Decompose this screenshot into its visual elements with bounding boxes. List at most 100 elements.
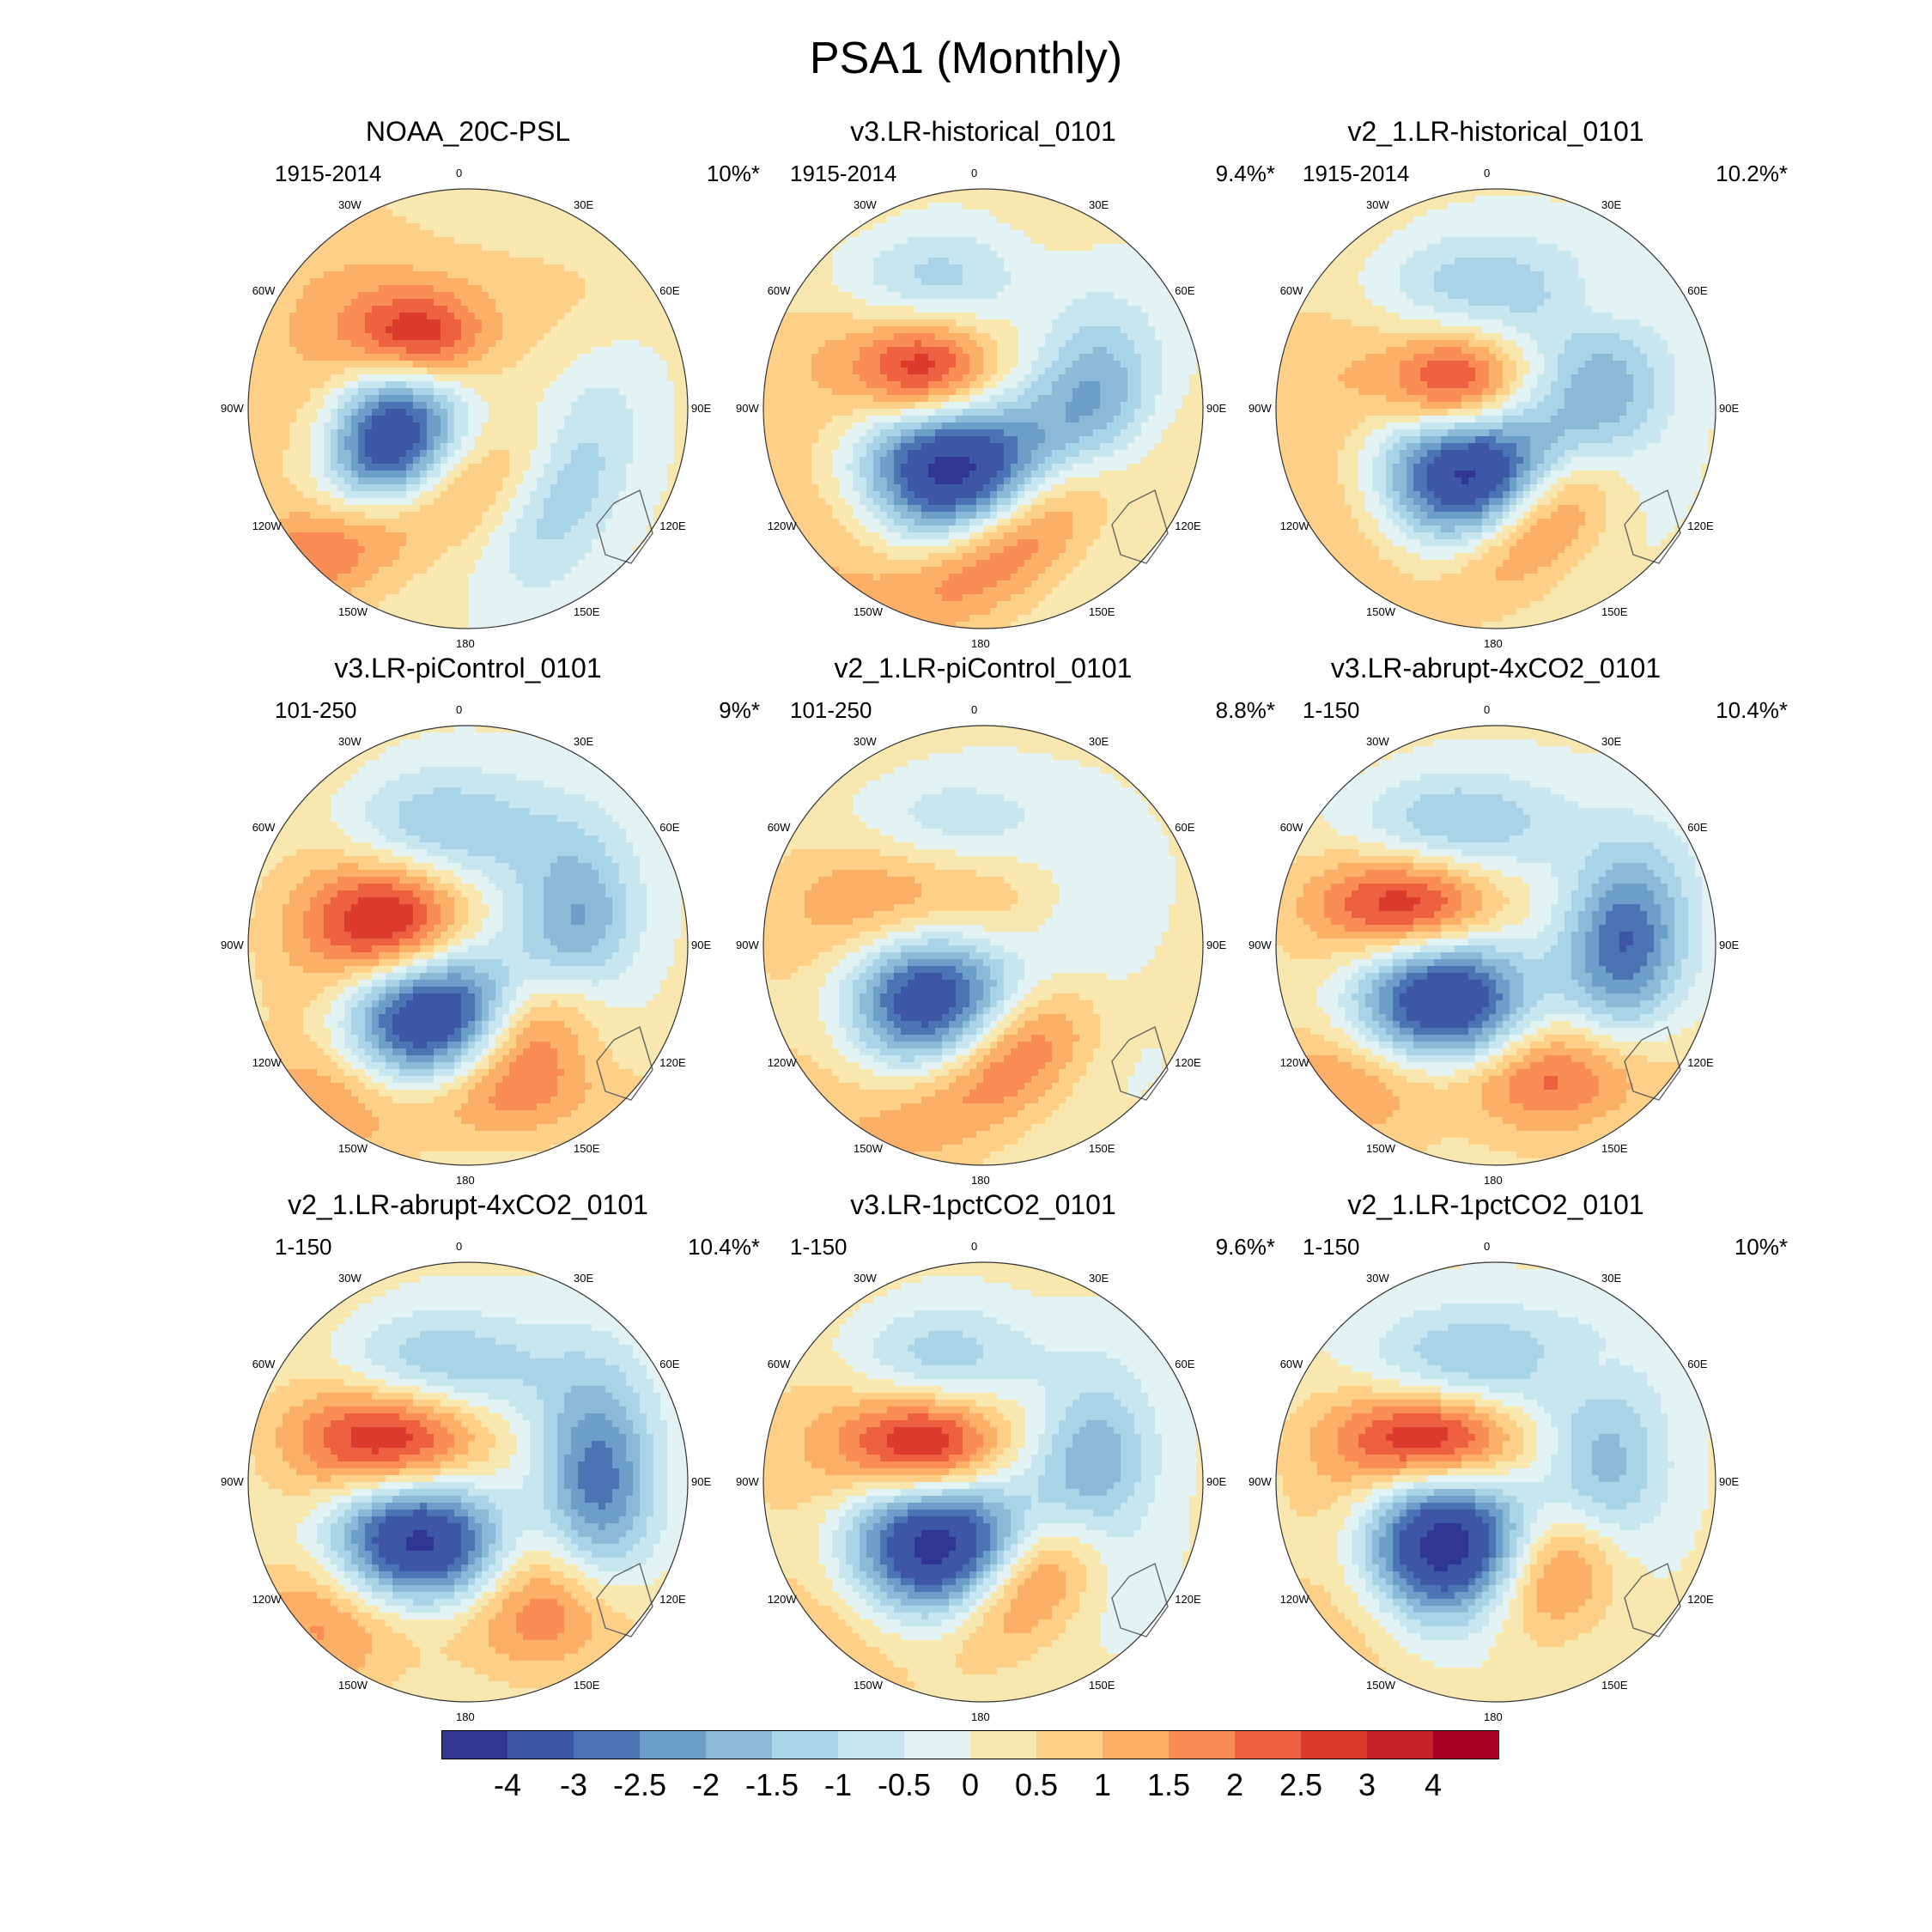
longitude-label: 30W bbox=[338, 1272, 361, 1285]
polar-map bbox=[762, 725, 1204, 1166]
longitude-label: 30E bbox=[1601, 198, 1621, 211]
longitude-label: 120E bbox=[1175, 1593, 1200, 1606]
map-boundary bbox=[762, 1261, 1204, 1703]
longitude-label: 90W bbox=[1249, 402, 1272, 415]
longitude-label: 120E bbox=[659, 1593, 685, 1606]
coastline bbox=[1111, 1563, 1169, 1637]
longitude-label: 150W bbox=[1366, 1142, 1395, 1155]
longitude-label: 0 bbox=[456, 1240, 462, 1253]
longitude-label: 120E bbox=[659, 1056, 685, 1069]
coastline bbox=[1624, 1563, 1681, 1637]
longitude-label: 120W bbox=[768, 519, 797, 532]
longitude-label: 150E bbox=[1601, 605, 1627, 618]
colorbar-tick-label: 2.5 bbox=[1279, 1767, 1322, 1803]
panel-period: 101-250 bbox=[275, 697, 356, 724]
longitude-label: 60E bbox=[659, 1358, 679, 1370]
longitude-label: 120W bbox=[1280, 1056, 1309, 1069]
map-panel: v3.LR-piControl_0101 101-250 9%* 0 30E 60E 90E… bbox=[210, 653, 811, 1187]
colorbar-tick-label: 1 bbox=[1094, 1767, 1111, 1803]
longitude-label: 180 bbox=[456, 1174, 475, 1187]
map-panel: v3.LR-1pctCO2_0101 1-150 9.6%* 0 30E 60E 90E 12… bbox=[726, 1189, 1327, 1723]
contour-field bbox=[763, 726, 1203, 1165]
longitude-label: 60W bbox=[768, 1358, 791, 1370]
colorbar-swatch bbox=[1235, 1730, 1302, 1759]
longitude-label: 0 bbox=[1484, 703, 1490, 716]
longitude-label: 30E bbox=[1601, 1272, 1621, 1285]
longitude-label: 120W bbox=[1280, 519, 1309, 532]
longitude-label: 60E bbox=[659, 821, 679, 834]
longitude-label: 150E bbox=[1089, 1679, 1115, 1692]
colorbar-swatch bbox=[441, 1730, 508, 1759]
panel-title: v3.LR-piControl_0101 bbox=[210, 653, 726, 684]
colorbar-tick-label: -2 bbox=[692, 1767, 720, 1803]
contour-field bbox=[763, 1262, 1203, 1702]
coastline bbox=[1624, 489, 1681, 564]
colorbar-swatch bbox=[507, 1730, 574, 1759]
colorbar-tick-label: 4 bbox=[1425, 1767, 1442, 1803]
longitude-label: 180 bbox=[456, 1710, 475, 1723]
panel-title: v2_1.LR-piControl_0101 bbox=[726, 653, 1241, 684]
longitude-label: 60E bbox=[1175, 1358, 1194, 1370]
panel-title: v3.LR-abrupt-4xCO2_0101 bbox=[1238, 653, 1753, 684]
longitude-label: 120W bbox=[252, 1593, 282, 1606]
longitude-label: 30E bbox=[574, 198, 593, 211]
panel-title: v2_1.LR-historical_0101 bbox=[1238, 116, 1753, 148]
longitude-label: 60W bbox=[252, 284, 276, 297]
map-panel: v2_1.LR-1pctCO2_0101 1-150 10%* 0 30E 60E 90E 1… bbox=[1238, 1189, 1839, 1723]
contour-field bbox=[763, 189, 1203, 629]
map-boundary bbox=[762, 725, 1204, 1166]
longitude-label: 120E bbox=[1687, 1593, 1713, 1606]
longitude-label: 30W bbox=[1366, 1272, 1389, 1285]
colorbar-swatch bbox=[1169, 1730, 1236, 1759]
colorbar-tick-label: 3 bbox=[1358, 1767, 1376, 1803]
panel-period: 1-150 bbox=[1303, 697, 1360, 724]
contour-field bbox=[248, 726, 688, 1165]
panel-period: 1915-2014 bbox=[790, 161, 896, 187]
panel-variance: 10.2%* bbox=[1716, 161, 1788, 187]
map-panel: v2_1.LR-historical_0101 1915-2014 10.2%* 0 3… bbox=[1238, 116, 1839, 650]
panel-variance: 9.6%* bbox=[1216, 1234, 1275, 1261]
longitude-label: 30W bbox=[1366, 735, 1389, 748]
longitude-label: 150W bbox=[338, 1679, 368, 1692]
longitude-label: 90W bbox=[221, 402, 244, 415]
longitude-label: 0 bbox=[971, 1240, 977, 1253]
longitude-label: 90E bbox=[1206, 402, 1226, 415]
longitude-label: 90E bbox=[1206, 939, 1226, 951]
contour-field bbox=[1276, 726, 1716, 1165]
map-panel: v2_1.LR-abrupt-4xCO2_0101 1-150 10.4%* 0 30E… bbox=[210, 1189, 811, 1723]
panel-period: 1915-2014 bbox=[1303, 161, 1409, 187]
longitude-label: 120W bbox=[252, 1056, 282, 1069]
longitude-label: 150E bbox=[574, 1142, 599, 1155]
polar-map bbox=[1275, 188, 1716, 629]
longitude-label: 90W bbox=[736, 402, 759, 415]
longitude-label: 30W bbox=[1366, 198, 1389, 211]
longitude-label: 120E bbox=[1687, 1056, 1713, 1069]
colorbar-tick-label: 2 bbox=[1226, 1767, 1243, 1803]
colorbar-swatch bbox=[1367, 1730, 1434, 1759]
longitude-label: 90W bbox=[221, 939, 244, 951]
longitude-label: 90W bbox=[221, 1475, 244, 1488]
longitude-label: 90E bbox=[1206, 1475, 1226, 1488]
longitude-label: 150W bbox=[854, 605, 883, 618]
longitude-label: 0 bbox=[1484, 167, 1490, 179]
panel-variance: 10%* bbox=[1735, 1234, 1788, 1261]
colorbar-tick-label: -2.5 bbox=[613, 1767, 666, 1803]
coastline bbox=[596, 1563, 653, 1637]
polar-map bbox=[1275, 1261, 1716, 1703]
longitude-label: 150W bbox=[1366, 605, 1395, 618]
longitude-label: 30W bbox=[338, 735, 361, 748]
longitude-label: 60W bbox=[768, 284, 791, 297]
longitude-label: 30E bbox=[1089, 735, 1109, 748]
colorbar-swatch bbox=[574, 1730, 641, 1759]
map-boundary bbox=[247, 1261, 689, 1703]
longitude-label: 120W bbox=[768, 1056, 797, 1069]
colorbar-swatch bbox=[970, 1730, 1037, 1759]
longitude-label: 120W bbox=[252, 519, 282, 532]
polar-map bbox=[762, 1261, 1204, 1703]
colorbar-swatch bbox=[772, 1730, 839, 1759]
colorbar-swatch bbox=[1036, 1730, 1103, 1759]
contour-field bbox=[1276, 189, 1716, 629]
panel-period: 1915-2014 bbox=[275, 161, 381, 187]
longitude-label: 30E bbox=[1089, 198, 1109, 211]
